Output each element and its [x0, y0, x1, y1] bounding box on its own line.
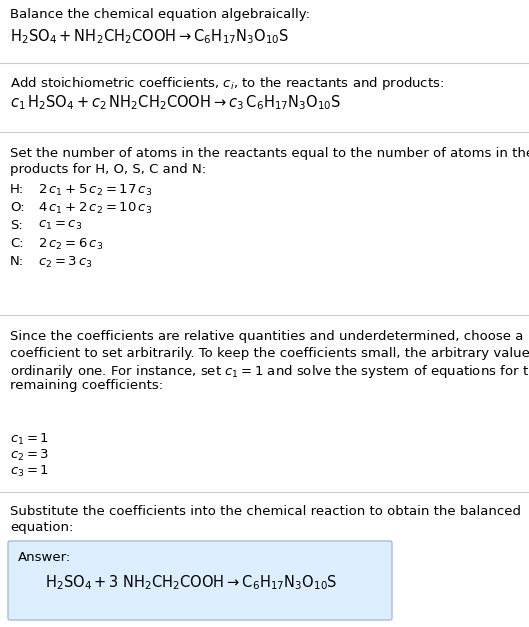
Text: $2\,c_2 = 6\,c_3$: $2\,c_2 = 6\,c_3$	[38, 237, 103, 252]
Text: O:: O:	[10, 201, 25, 214]
Text: ordinarily one. For instance, set $c_1 = 1$ and solve the system of equations fo: ordinarily one. For instance, set $c_1 =…	[10, 363, 529, 380]
Text: remaining coefficients:: remaining coefficients:	[10, 379, 163, 393]
Text: $c_2 = 3\,c_3$: $c_2 = 3\,c_3$	[38, 255, 93, 270]
Text: $c_1\,\mathrm{H_2SO_4} + c_2\,\mathrm{NH_2CH_2COOH} \rightarrow c_3\,\mathrm{C_6: $c_1\,\mathrm{H_2SO_4} + c_2\,\mathrm{NH…	[10, 93, 341, 112]
Text: S:: S:	[10, 219, 23, 232]
Text: Add stoichiometric coefficients, $c_i$, to the reactants and products:: Add stoichiometric coefficients, $c_i$, …	[10, 75, 444, 92]
Text: N:: N:	[10, 255, 24, 268]
Text: $c_1 = 1$: $c_1 = 1$	[10, 432, 49, 447]
Text: coefficient to set arbitrarily. To keep the coefficients small, the arbitrary va: coefficient to set arbitrarily. To keep …	[10, 347, 529, 359]
Text: Answer:: Answer:	[18, 551, 71, 564]
Text: $c_3 = 1$: $c_3 = 1$	[10, 464, 49, 479]
Text: Substitute the coefficients into the chemical reaction to obtain the balanced: Substitute the coefficients into the che…	[10, 505, 521, 518]
Text: $4\,c_1 + 2\,c_2 = 10\,c_3$: $4\,c_1 + 2\,c_2 = 10\,c_3$	[38, 201, 152, 216]
Text: equation:: equation:	[10, 521, 74, 534]
Text: Set the number of atoms in the reactants equal to the number of atoms in the: Set the number of atoms in the reactants…	[10, 147, 529, 160]
Text: $\mathrm{H_2SO_4 + 3\;NH_2CH_2COOH \rightarrow C_6H_{17}N_3O_{10}S}$: $\mathrm{H_2SO_4 + 3\;NH_2CH_2COOH \righ…	[45, 573, 338, 592]
Text: Since the coefficients are relative quantities and underdetermined, choose a: Since the coefficients are relative quan…	[10, 330, 523, 343]
Text: $2\,c_1 + 5\,c_2 = 17\,c_3$: $2\,c_1 + 5\,c_2 = 17\,c_3$	[38, 183, 152, 198]
Text: Balance the chemical equation algebraically:: Balance the chemical equation algebraica…	[10, 8, 310, 21]
Text: C:: C:	[10, 237, 24, 250]
Text: products for H, O, S, C and N:: products for H, O, S, C and N:	[10, 163, 206, 176]
Text: $c_2 = 3$: $c_2 = 3$	[10, 448, 49, 463]
FancyBboxPatch shape	[8, 541, 392, 620]
Text: H:: H:	[10, 183, 24, 196]
Text: $c_1 = c_3$: $c_1 = c_3$	[38, 219, 82, 232]
Text: $\mathrm{H_2SO_4 + NH_2CH_2COOH \rightarrow C_6H_{17}N_3O_{10}S}$: $\mathrm{H_2SO_4 + NH_2CH_2COOH \rightar…	[10, 27, 289, 46]
